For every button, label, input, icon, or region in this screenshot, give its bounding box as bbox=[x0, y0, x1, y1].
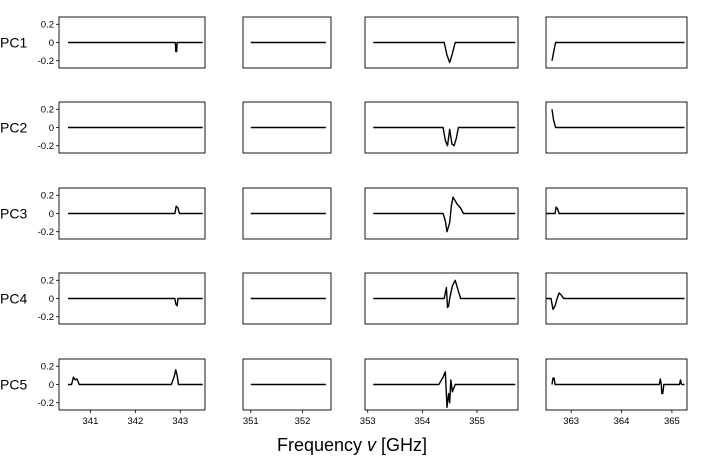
ytick-label: 0.2 bbox=[41, 362, 54, 373]
ytick-label: 0 bbox=[49, 294, 54, 305]
series-line-pc5-panel1 bbox=[68, 369, 203, 386]
row-label-pc1: PC1 bbox=[0, 35, 27, 51]
ytick-label: -0.2 bbox=[38, 398, 54, 409]
panel-frame bbox=[364, 272, 519, 325]
xtick-label: 352 bbox=[295, 416, 311, 427]
series-line-pc5-panel3 bbox=[373, 371, 516, 408]
panel-frame bbox=[242, 272, 332, 325]
xtick-label: 341 bbox=[83, 416, 99, 427]
ytick-label: 0.2 bbox=[41, 276, 54, 287]
panel-frame bbox=[242, 358, 332, 411]
ytick-label: 0 bbox=[49, 123, 54, 134]
panel-row-5: 0.2 0 -0.2 PC5 bbox=[0, 358, 688, 411]
panel-frame bbox=[545, 358, 688, 411]
series-line-pc3-panel4 bbox=[546, 206, 685, 215]
xtick-label: 365 bbox=[664, 416, 680, 427]
panel-frame bbox=[364, 187, 519, 240]
ytick-label: 0 bbox=[49, 380, 54, 391]
ytick-label: 0 bbox=[49, 38, 54, 49]
ytick-label: 0.2 bbox=[41, 20, 54, 31]
series-line-pc3-panel1 bbox=[68, 205, 203, 215]
series-line-pc4-panel4 bbox=[546, 292, 685, 311]
panel-frame bbox=[242, 187, 332, 240]
panel-frame bbox=[242, 101, 332, 154]
series-line-pc1-panel3 bbox=[373, 41, 516, 64]
panel-frame bbox=[545, 16, 688, 69]
panel-frame bbox=[364, 16, 519, 69]
panel-row-4: 0.2 0 -0.2 PC4 bbox=[0, 272, 688, 325]
row-label-pc4: PC4 bbox=[0, 291, 27, 307]
xtick-label: 342 bbox=[127, 416, 143, 427]
xtick-label: 363 bbox=[563, 416, 579, 427]
series-line-pc3-panel3 bbox=[373, 196, 516, 233]
series-line-pc4-panel1 bbox=[68, 297, 203, 307]
ytick-label: -0.2 bbox=[38, 312, 54, 323]
panel-frame bbox=[545, 101, 688, 154]
row-label-pc3: PC3 bbox=[0, 206, 27, 222]
xtick-label: 343 bbox=[172, 416, 188, 427]
ytick-label: -0.2 bbox=[38, 141, 54, 152]
panel-row-2: 0.2 0 -0.2 PC2 bbox=[0, 101, 688, 154]
panel-frame bbox=[242, 16, 332, 69]
panel-frame bbox=[364, 101, 519, 154]
series-line-pc5-panel4 bbox=[551, 377, 685, 395]
ytick-label: 0 bbox=[49, 209, 54, 220]
series-line-pc2-panel3 bbox=[373, 126, 516, 147]
series-line-pc2-panel4 bbox=[551, 109, 685, 129]
ytick-label: -0.2 bbox=[38, 56, 54, 67]
ytick-label: -0.2 bbox=[38, 227, 54, 238]
ytick-label: 0.2 bbox=[41, 105, 54, 116]
xtick-label: 355 bbox=[469, 416, 485, 427]
x-axis-label: Frequency v [GHz] bbox=[277, 435, 427, 455]
series-line-pc1-panel4 bbox=[551, 41, 685, 61]
panel-frame bbox=[364, 358, 519, 411]
ytick-label: 0.2 bbox=[41, 191, 54, 202]
xtick-label: 353 bbox=[360, 416, 376, 427]
xtick-label: 364 bbox=[614, 416, 630, 427]
xtick-label: 351 bbox=[243, 416, 259, 427]
row-label-pc5: PC5 bbox=[0, 377, 27, 393]
xtick-label: 354 bbox=[414, 416, 430, 427]
row-label-pc2: PC2 bbox=[0, 120, 27, 136]
series-line-pc4-panel3 bbox=[373, 279, 516, 309]
panel-row-1: 0.2 0 -0.2 PC1 bbox=[0, 16, 688, 69]
series-line-pc1-panel1 bbox=[68, 41, 203, 53]
